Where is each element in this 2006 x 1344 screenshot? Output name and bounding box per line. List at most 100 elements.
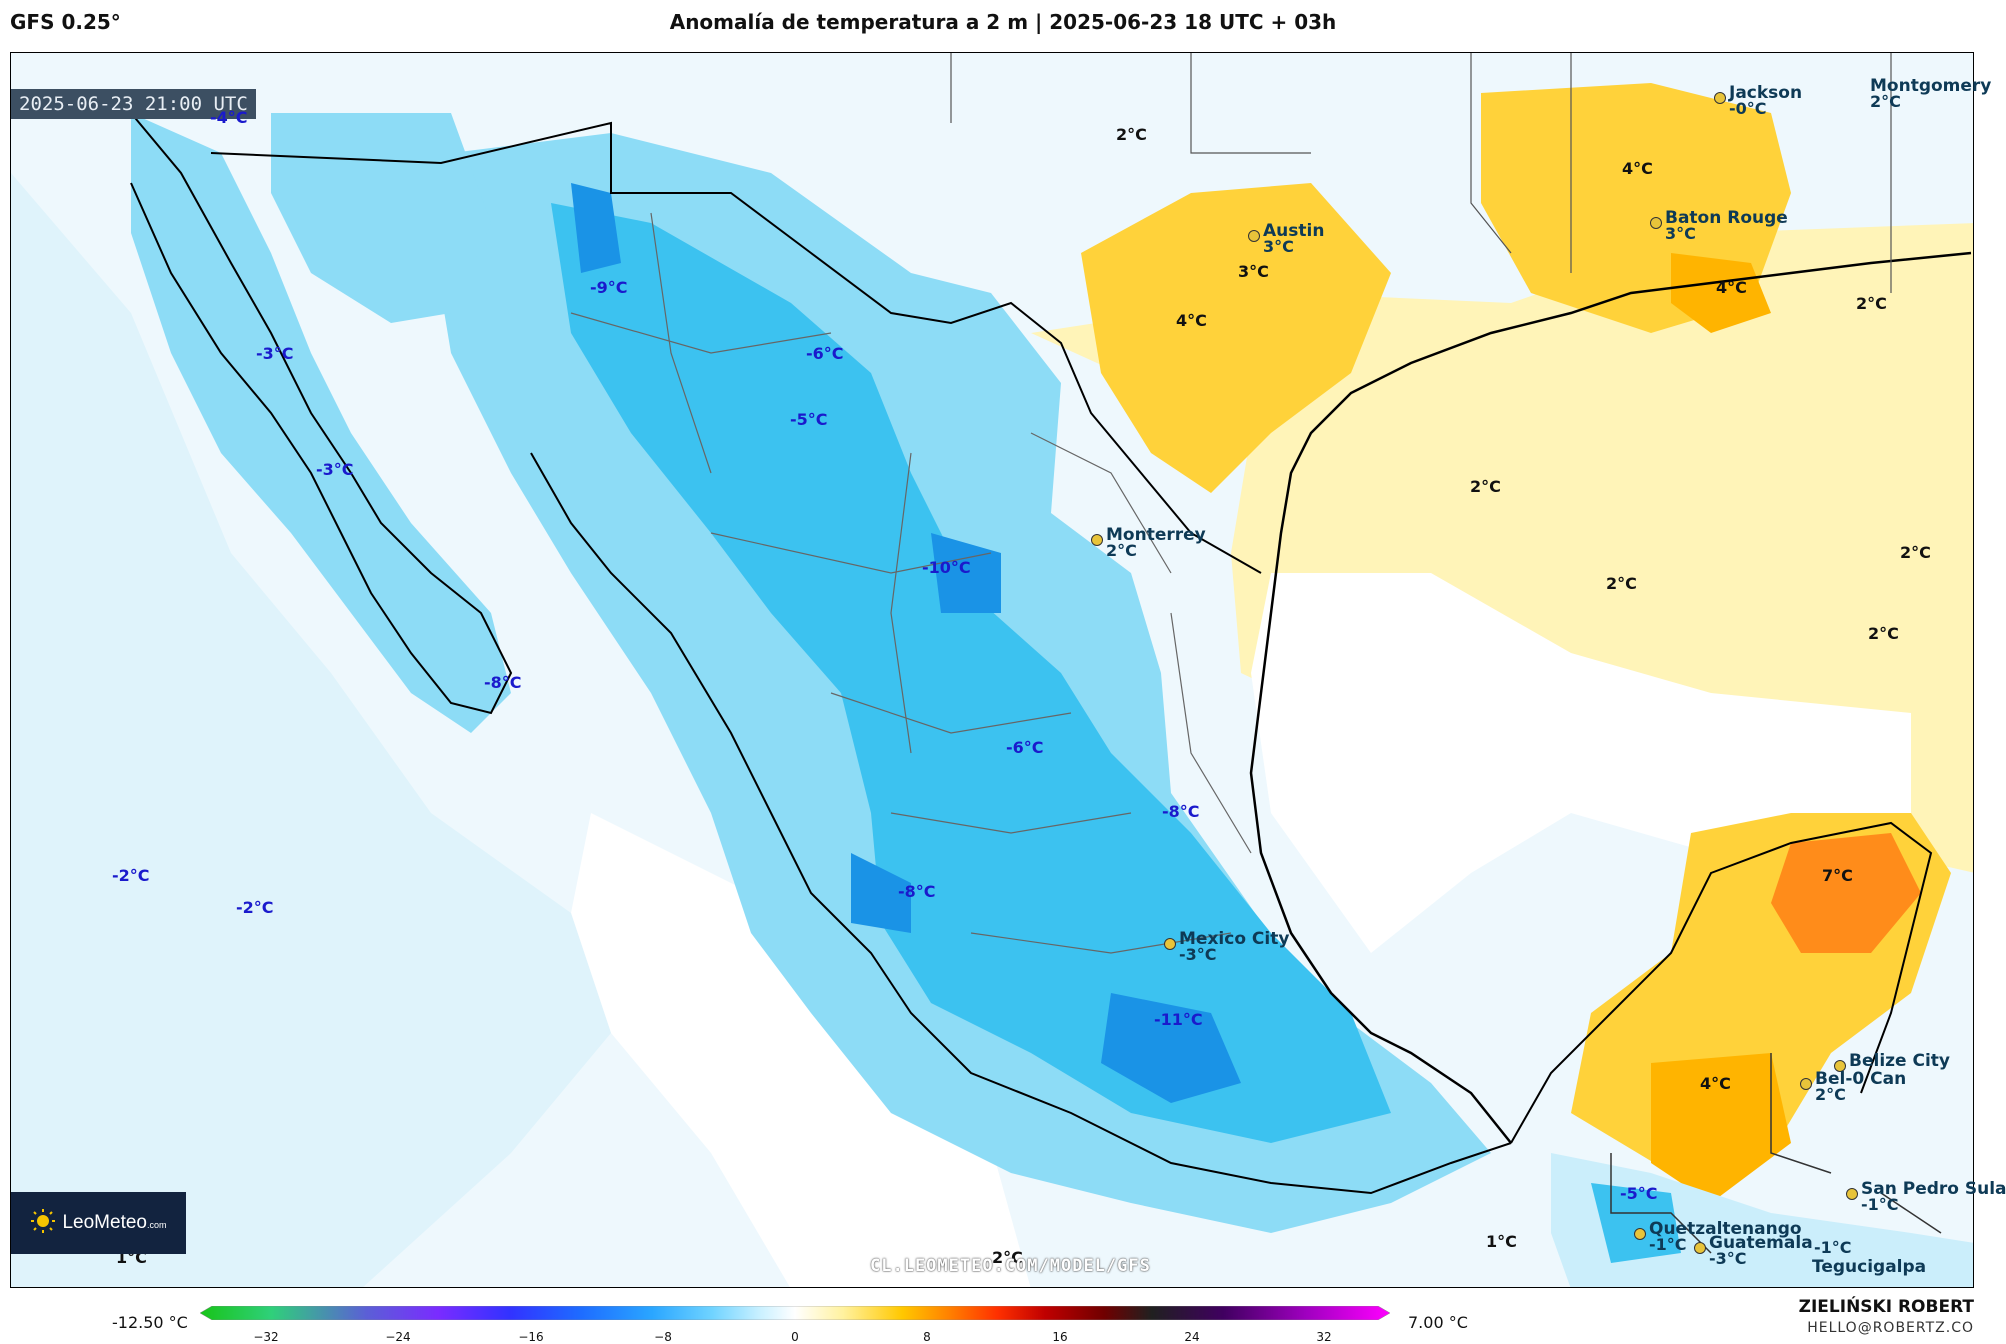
anomaly-label: -5°C (1620, 1184, 1658, 1203)
colorbar-min-label: -12.50 °C (112, 1313, 188, 1332)
source-watermark: CL.LEOMETEO.COM/MODEL/GFS (870, 1256, 1151, 1276)
city-dot-icon (1248, 230, 1260, 242)
city-name: Jackson (1729, 83, 1803, 103)
anomaly-label: 7°C (1822, 866, 1853, 885)
anomaly-label: -3°C (256, 344, 294, 363)
anomaly-label: 1°C (1486, 1232, 1517, 1251)
anomaly-label: 4°C (1700, 1074, 1731, 1093)
anomaly-label: -8°C (484, 673, 522, 692)
city-name: Montgomery (1870, 76, 1992, 96)
city-dot-icon (1834, 1060, 1846, 1072)
anomaly-label: -5°C (790, 410, 828, 429)
yucatan-coastline (1510, 821, 1933, 1144)
city-value: 2°C (1106, 541, 1137, 560)
anomaly-label: 2°C (992, 1248, 1023, 1267)
anomaly-label-small: -1°C (1814, 1238, 1852, 1257)
anomaly-label: -8°C (1162, 802, 1200, 821)
anomaly-label: 2°C (1868, 624, 1899, 643)
city-name: Guatemala (1709, 1233, 1813, 1253)
mexico-west-coastline (530, 452, 1512, 1195)
map-title: Anomalía de temperatura a 2 m | 2025-06-… (669, 10, 1337, 34)
anomaly-label: -6°C (1006, 738, 1044, 757)
city-value: -1°C (1861, 1195, 1899, 1214)
colorbar-tick: −8 (654, 1330, 672, 1344)
colorbar-tick: 8 (923, 1330, 931, 1344)
colorbar-tick: 0 (791, 1330, 799, 1344)
author-credit: ZIELIŃSKI ROBERT (1798, 1297, 1974, 1317)
city-dot-icon (1091, 534, 1103, 546)
city-value: -3°C (1179, 945, 1217, 964)
sonora-cold-field (271, 113, 491, 323)
anomaly-label: -4°C (210, 108, 248, 127)
model-label: GFS 0.25° (10, 10, 121, 34)
anomaly-label: -11°C (1154, 1010, 1203, 1029)
anomaly-label: -8°C (898, 882, 936, 901)
colorbar-tick: 32 (1316, 1330, 1332, 1344)
anomaly-label: 4°C (1622, 159, 1653, 178)
central-america-borders (1610, 1053, 1942, 1254)
anomaly-label: 2°C (1470, 477, 1501, 496)
city-name: Monterrey (1106, 525, 1206, 545)
us-state-borders (950, 53, 1892, 293)
anomaly-label: 2°C (1116, 125, 1147, 144)
pacific-neutral-field (571, 813, 1031, 1287)
anomaly-label: 4°C (1716, 278, 1747, 297)
city-name: Tegucigalpa (1812, 1257, 1927, 1277)
mexico-strong-cold-field (551, 203, 1391, 1143)
city-dot-icon (1800, 1078, 1812, 1090)
city-name: Bel-0 Can (1815, 1069, 1907, 1089)
city-name: San Pedro Sula (1861, 1179, 2006, 1199)
state-borders (570, 212, 1252, 954)
anomaly-label: -9°C (590, 278, 628, 297)
city-name: Quetzaltenango (1649, 1219, 1802, 1239)
leometeo-logo[interactable]: LeoMeteo.com (11, 1192, 186, 1254)
city-name: Baton Rouge (1665, 208, 1788, 228)
timestamp-badge: 2025-06-23 21:00 UTC (11, 89, 256, 119)
colorbar (200, 1306, 1390, 1320)
sun-icon (30, 1208, 56, 1238)
city-name: Belize City (1849, 1051, 1950, 1071)
city-value: -1°C (1649, 1235, 1687, 1254)
louisiana-strong-field (1671, 253, 1771, 333)
city-dot-icon (1714, 92, 1726, 104)
mexico-deep-cold-field (571, 183, 1241, 1103)
city-dot-icon (1650, 217, 1662, 229)
city-value: 3°C (1263, 237, 1294, 256)
us-mexico-border (210, 121, 1262, 574)
guatemala-warm-field (1651, 1053, 1791, 1203)
baja-cold-field (131, 113, 511, 733)
pacific-light-cold-field (11, 173, 611, 1287)
anomaly-label: 2°C (1606, 574, 1637, 593)
city-dot-icon (1846, 1188, 1858, 1200)
logo-text: LeoMeteo.com (62, 1212, 167, 1233)
anomaly-label: 2°C (1900, 543, 1931, 562)
author-email[interactable]: HELLO@ROBERTZ.CO (1807, 1320, 1974, 1336)
pacific-coastline (130, 112, 513, 715)
anomaly-label: -3°C (316, 460, 354, 479)
texas-warm-field (1081, 183, 1391, 493)
city-dot-icon (1164, 938, 1176, 950)
anomaly-label: -6°C (806, 344, 844, 363)
map-canvas[interactable] (10, 52, 1974, 1288)
anomaly-label: -10°C (922, 558, 971, 577)
city-dot-icon (1694, 1242, 1706, 1254)
gulf-neutral-field (1251, 573, 1911, 953)
city-value: 2°C (1815, 1085, 1846, 1104)
colorbar-tick: −24 (385, 1330, 411, 1344)
map-fields (11, 53, 1973, 1287)
anomaly-label: 2°C (1856, 294, 1887, 313)
guatemala-cold-field (1591, 1183, 1681, 1263)
colorbar-tick: −32 (253, 1330, 279, 1344)
city-value: 3°C (1665, 224, 1696, 243)
city-name: Mexico City (1179, 929, 1290, 949)
city-value: -3°C (1709, 1249, 1747, 1268)
city-dot-icon (1634, 1228, 1646, 1240)
city-value: 2°C (1870, 92, 1901, 111)
colorbar-tick: −16 (518, 1330, 544, 1344)
anomaly-label: -2°C (236, 898, 274, 917)
colorbar-tick: 24 (1184, 1330, 1200, 1344)
anomaly-label: 4°C (1176, 311, 1207, 330)
colorbar-max-label: 7.00 °C (1408, 1313, 1468, 1332)
colorbar-tick: 16 (1052, 1330, 1068, 1344)
anomaly-label: -2°C (112, 866, 150, 885)
